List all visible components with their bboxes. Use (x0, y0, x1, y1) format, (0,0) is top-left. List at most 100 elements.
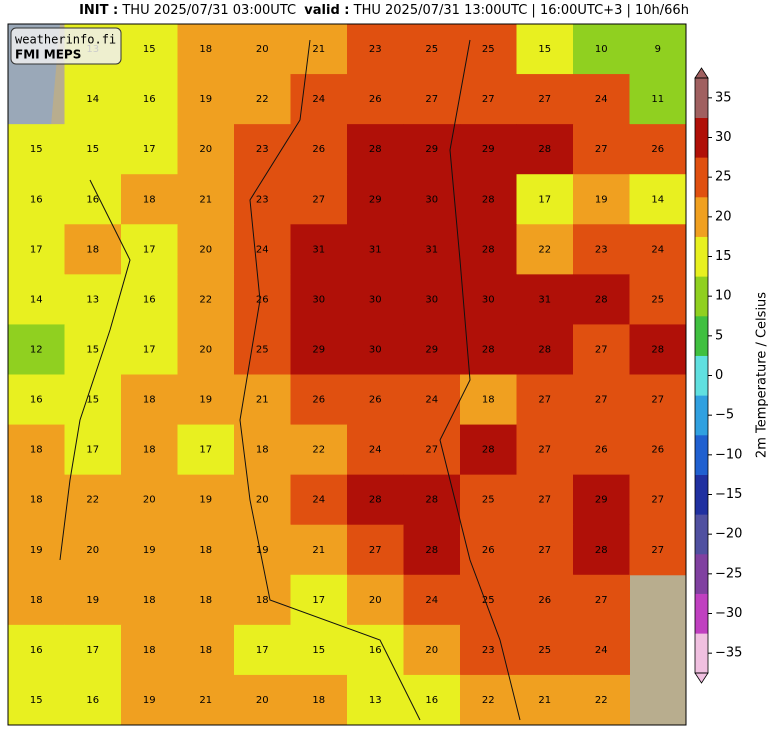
colorbar-top-extension (694, 67, 709, 79)
temperature-cell (234, 74, 291, 125)
temperature-cell (629, 424, 687, 476)
temperature-value: 20 (86, 545, 99, 556)
temperature-cell (629, 524, 687, 576)
temperature-value: 15 (86, 144, 99, 155)
temperature-value: 26 (651, 445, 664, 456)
temperature-value: 22 (482, 695, 495, 706)
temperature-cell (629, 24, 687, 75)
temperature-cell (403, 224, 461, 275)
temperature-cell (347, 474, 404, 526)
temperature-value: 17 (143, 144, 156, 155)
temperature-cell (64, 524, 122, 576)
temperature-value: 27 (651, 395, 664, 406)
temperature-value: 26 (369, 94, 382, 105)
temperature-cell (516, 324, 574, 375)
temperature-value: 19 (199, 94, 212, 105)
temperature-cell (573, 324, 630, 375)
temperature-cell (177, 274, 235, 325)
temperature-value: 17 (143, 344, 156, 355)
temperature-value: 15 (312, 645, 325, 656)
border-line (439, 39, 521, 721)
temperature-cell (290, 574, 348, 626)
temperature-cell (403, 674, 461, 726)
temperature-value: 18 (199, 595, 212, 606)
temperature-cell (177, 624, 235, 676)
temperature-value: 26 (369, 395, 382, 406)
temperature-value: 18 (199, 645, 212, 656)
temperature-value: 25 (651, 294, 664, 305)
temperature-cell (234, 524, 291, 576)
colorbar-tick-label: 20 (715, 209, 732, 224)
temperature-cell (8, 174, 65, 225)
temperature-cell (347, 224, 404, 275)
temperature-cell (629, 474, 687, 526)
temperature-cell (177, 574, 235, 626)
temperature-value: 27 (538, 395, 551, 406)
temperature-value: 28 (651, 344, 664, 355)
temperature-value: 18 (143, 595, 156, 606)
temperature-cell (460, 574, 517, 626)
temperature-cell (403, 574, 461, 626)
temperature-cell (121, 324, 178, 375)
coast-line (59, 179, 131, 561)
temperature-value: 11 (651, 94, 664, 105)
temperature-value: 30 (482, 294, 495, 305)
temperature-cell (290, 174, 348, 225)
temperature-cell (573, 224, 630, 275)
temperature-cell (8, 274, 65, 325)
temperature-cell (347, 74, 404, 125)
temperature-value: 25 (482, 44, 495, 55)
temperature-value: 30 (369, 294, 382, 305)
temperature-value: 24 (312, 94, 325, 105)
temperature-cell (516, 424, 574, 476)
colorbar-tick-label: 0 (715, 368, 723, 383)
temperature-value: 18 (30, 445, 43, 456)
temperature-value: 27 (595, 144, 608, 155)
temperature-cell (573, 274, 630, 325)
temperature-cell (403, 174, 461, 225)
colorbar-bin (695, 355, 708, 396)
temperature-value: 28 (425, 495, 438, 506)
colorbar-bin (695, 236, 708, 277)
temperature-value: 24 (651, 244, 664, 255)
temperature-value: 20 (143, 495, 156, 506)
temperature-value: 14 (651, 194, 664, 205)
temperature-cell (121, 224, 178, 275)
temperature-value: 20 (425, 645, 438, 656)
colorbar-bin (695, 117, 708, 158)
colorbar-bin (695, 197, 708, 237)
temperature-value: 28 (538, 144, 551, 155)
temperature-value: 27 (595, 395, 608, 406)
temperature-value: 31 (369, 244, 382, 255)
temperature-cell (403, 424, 461, 476)
temperature-cell (573, 374, 630, 426)
temperature-value: 27 (425, 445, 438, 456)
colorbar-bottom-extension (694, 672, 709, 684)
temperature-value: 22 (86, 495, 99, 506)
temperature-cell (516, 274, 574, 325)
temperature-cell (516, 224, 574, 275)
temperature-value: 28 (482, 445, 495, 456)
temperature-cell (64, 324, 122, 375)
temperature-cell (64, 224, 122, 275)
temperature-value: 9 (655, 44, 661, 55)
temperature-cell (347, 424, 404, 476)
temperature-value: 21 (256, 395, 269, 406)
temperature-cell (8, 624, 65, 676)
temperature-value: 30 (425, 294, 438, 305)
colorbar-tick-label: 15 (715, 249, 732, 264)
temperature-value: 19 (199, 395, 212, 406)
colorbar-tick-label: −15 (715, 487, 742, 502)
temperature-cell (177, 324, 235, 375)
temperature-cell (573, 674, 630, 726)
temperature-value: 28 (595, 545, 608, 556)
temperature-value: 18 (199, 545, 212, 556)
colorbar-bin (695, 316, 708, 356)
temperature-value: 25 (482, 595, 495, 606)
temperature-value: 15 (86, 395, 99, 406)
temperature-cell (290, 224, 348, 275)
temperature-value: 27 (538, 94, 551, 105)
temperature-value: 19 (86, 595, 99, 606)
temperature-cell (8, 474, 65, 526)
temperature-value: 27 (538, 495, 551, 506)
